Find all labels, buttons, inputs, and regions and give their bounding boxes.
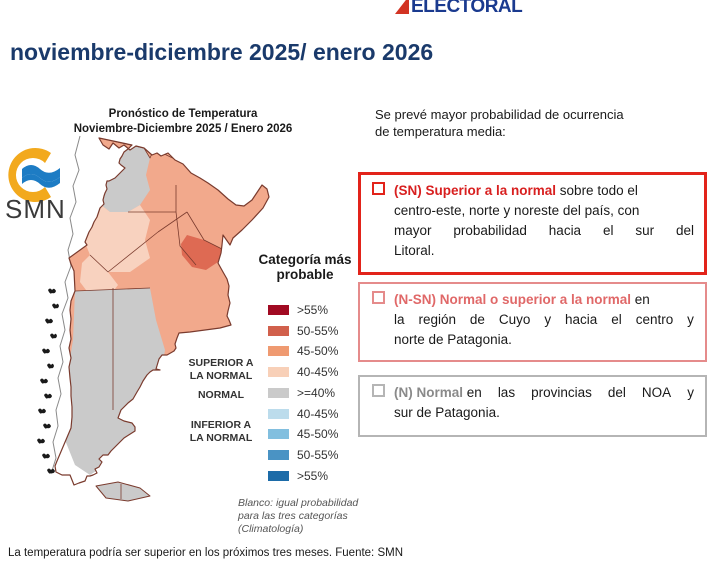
svg-text:ELECTORAL: ELECTORAL <box>411 0 523 14</box>
